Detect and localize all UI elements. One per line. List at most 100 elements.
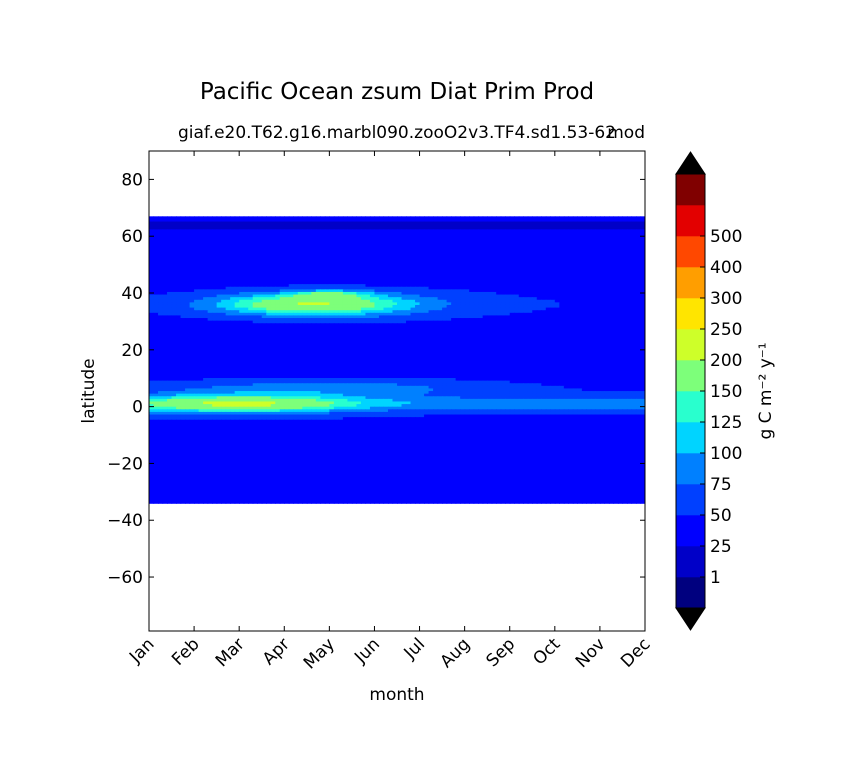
heatmap-cell	[284, 224, 290, 228]
heatmap-cell	[595, 273, 601, 277]
heatmap-cell	[595, 294, 601, 298]
heatmap-cell	[383, 218, 389, 223]
heatmap-cell	[559, 294, 565, 298]
heatmap-cell	[302, 286, 308, 290]
heatmap-cell	[581, 291, 587, 296]
heatmap-cell	[455, 258, 461, 262]
heatmap-cell	[230, 297, 236, 301]
heatmap-cell	[320, 234, 326, 238]
heatmap-cell	[397, 299, 403, 303]
heatmap-cell	[185, 310, 191, 314]
heatmap-cell	[198, 239, 204, 244]
heatmap-cell	[302, 307, 308, 311]
heatmap-cell	[167, 237, 173, 241]
heatmap-cell	[392, 216, 398, 220]
heatmap-cell	[378, 265, 385, 270]
heatmap-cell	[419, 284, 425, 288]
heatmap-cell	[437, 302, 443, 306]
heatmap-cell	[545, 258, 551, 262]
heatmap-cell	[640, 237, 645, 241]
heatmap-cell	[590, 307, 596, 311]
heatmap-cell	[176, 302, 182, 306]
heatmap-cell	[185, 297, 191, 301]
heatmap-cell	[306, 263, 312, 267]
heatmap-cell	[491, 286, 497, 290]
heatmap-cell	[360, 237, 367, 241]
heatmap-cell	[315, 294, 321, 298]
heatmap-cell	[572, 273, 578, 277]
heatmap-cell	[599, 307, 606, 311]
heatmap-cell	[595, 234, 601, 238]
heatmap-cell	[599, 221, 606, 225]
heatmap-cell	[433, 239, 439, 244]
heatmap-cell	[568, 218, 574, 223]
heatmap-cell	[595, 224, 601, 228]
heatmap-cell	[365, 302, 371, 306]
heatmap-cell	[401, 278, 407, 283]
heatmap-cell	[167, 284, 173, 288]
heatmap-cell	[216, 252, 222, 257]
heatmap-cell	[437, 226, 443, 230]
heatmap-cell	[378, 245, 385, 249]
heatmap-cell	[536, 250, 542, 254]
heatmap-cell	[469, 245, 475, 249]
heatmap-cell	[536, 252, 542, 257]
heatmap-cell	[478, 307, 484, 311]
heatmap-cell	[617, 218, 624, 223]
heatmap-cell	[437, 281, 443, 285]
heatmap-cell	[234, 252, 240, 257]
heatmap-cell	[572, 278, 578, 283]
heatmap-cell	[194, 258, 200, 262]
heatmap-cell	[478, 289, 484, 293]
heatmap-cell	[194, 247, 200, 251]
heatmap-cell	[608, 265, 615, 270]
heatmap-cell	[590, 289, 596, 293]
heatmap-cell	[297, 294, 303, 298]
heatmap-cell	[406, 237, 412, 241]
heatmap-cell	[428, 239, 434, 244]
heatmap-cell	[617, 258, 624, 262]
heatmap-cell	[518, 281, 524, 285]
heatmap-cell	[342, 278, 348, 283]
heatmap-cell	[446, 258, 452, 262]
heatmap-cell	[261, 247, 267, 251]
heatmap-cell	[374, 221, 380, 225]
heatmap-cell	[149, 245, 155, 249]
heatmap-cell	[198, 286, 204, 290]
heatmap-cell	[239, 247, 245, 251]
heatmap-cell	[590, 260, 596, 264]
heatmap-cell	[487, 289, 493, 293]
heatmap-cell	[315, 286, 321, 290]
heatmap-cell	[270, 289, 276, 293]
heatmap-cell	[275, 263, 281, 267]
heatmap-cell	[392, 276, 398, 280]
heatmap-cell	[608, 273, 615, 277]
heatmap-cell	[216, 255, 222, 259]
heatmap-cell	[460, 281, 466, 285]
heatmap-cell	[590, 250, 596, 254]
heatmap-cell	[387, 271, 394, 275]
heatmap-cell	[559, 260, 565, 264]
heatmap-cell	[514, 289, 520, 293]
heatmap-cell	[595, 237, 601, 241]
heatmap-cell	[397, 304, 403, 309]
heatmap-cell	[437, 237, 443, 241]
heatmap-cell	[532, 271, 538, 275]
heatmap-cell	[311, 258, 317, 262]
heatmap-cell	[279, 278, 285, 283]
heatmap-cell	[261, 304, 267, 309]
heatmap-cell	[270, 307, 276, 311]
heatmap-cell	[360, 276, 367, 280]
heatmap-cell	[469, 229, 475, 233]
heatmap-cell	[212, 231, 218, 236]
heatmap-cell	[604, 245, 610, 249]
heatmap-cell	[279, 304, 285, 309]
heatmap-cell	[568, 226, 574, 230]
heatmap-cell	[311, 294, 317, 298]
heatmap-cell	[261, 250, 267, 254]
heatmap-cell	[311, 276, 317, 280]
heatmap-cell	[536, 294, 542, 298]
heatmap-cell	[239, 239, 245, 244]
heatmap-cell	[631, 218, 637, 223]
heatmap-cell	[392, 226, 398, 230]
